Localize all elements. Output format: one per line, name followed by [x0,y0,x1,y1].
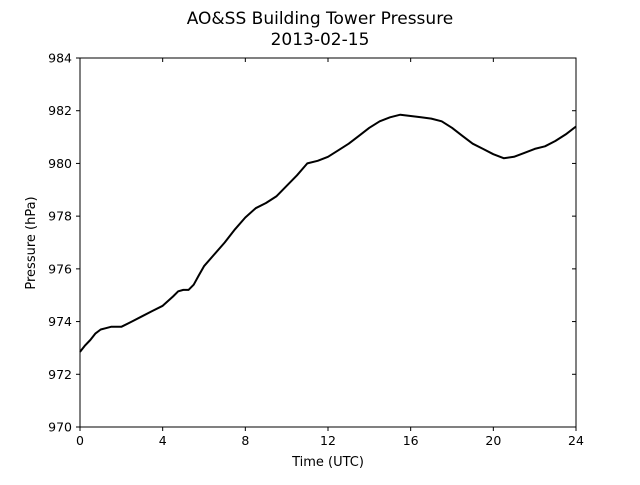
series-line-0 [79,113,577,353]
plot-frame [79,57,577,428]
x-tick-label: 12 [320,433,336,448]
y-tick-label: 982 [48,103,72,118]
x-axis-label: Time (UTC) [291,455,364,470]
y-tick-label: 984 [48,51,72,66]
x-tick-label: 0 [76,433,84,448]
x-tick-label: 4 [159,433,167,448]
x-tick-label: 24 [568,433,584,448]
y-tick-label: 972 [48,367,72,382]
y-tick-label: 974 [48,314,72,329]
y-axis-label: Pressure (hPa) [24,196,39,289]
y-tick-label: 980 [48,156,72,171]
x-tick-label: 8 [241,433,249,448]
y-tick-label: 976 [48,261,72,276]
plot-area: 0 4 8 12 16 20 24 970 972 974 976 978 980 982 984 [48,51,584,449]
chart-title: AO&SS Building Tower Pressure [187,9,454,29]
x-tick-label: 16 [403,433,419,448]
chart-subtitle: 2013-02-15 [271,30,370,50]
x-tick-label: 20 [485,433,501,448]
y-tick-label: 970 [48,420,72,435]
y-tick-label: 978 [48,209,72,224]
